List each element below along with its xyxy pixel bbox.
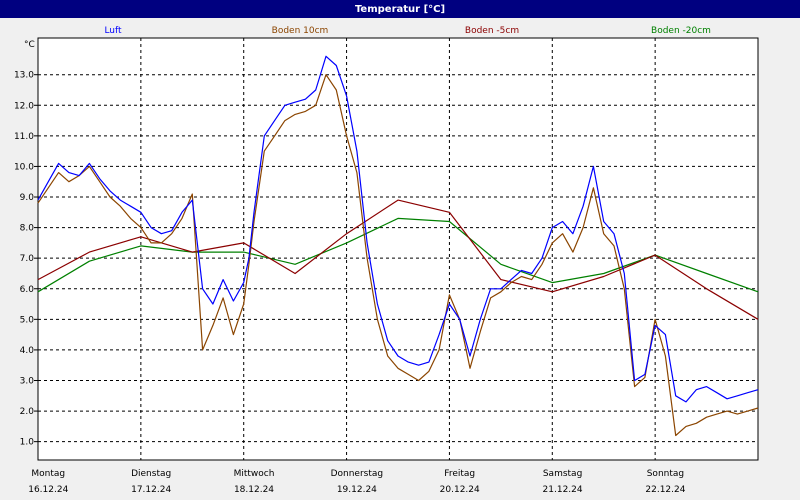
- y-tick-label: 3.0: [20, 376, 35, 386]
- series-line-boden-5cm: [37, 199, 759, 320]
- y-tick-label: 7.0: [20, 254, 35, 264]
- x-tick-date: 20.12.24: [440, 485, 480, 495]
- y-tick-label: 12.0: [14, 101, 34, 111]
- plot-area: [38, 38, 758, 460]
- y-tick-label: 11.0: [14, 132, 34, 142]
- y-tick-label: 1.0: [20, 438, 35, 448]
- y-tick-label: 8.0: [20, 224, 35, 234]
- x-tick-day: Montag: [31, 469, 65, 479]
- chart-title-bar: Temperatur [°C]: [0, 0, 800, 18]
- y-tick-label: 5.0: [20, 315, 35, 325]
- y-tick-label: 9.0: [20, 193, 35, 203]
- x-tick-date: 22.12.24: [645, 485, 685, 495]
- chart-title: Temperatur [°C]: [354, 3, 446, 15]
- x-tick-day: Samstag: [543, 469, 582, 479]
- legend-luft: Luft: [104, 26, 122, 36]
- x-tick-day: Sonntag: [647, 469, 684, 479]
- x-tick-date: 17.12.24: [131, 485, 171, 495]
- y-tick-label: 6.0: [20, 285, 35, 295]
- series-line-boden-10cm: [37, 74, 759, 437]
- x-tick-date: 21.12.24: [543, 485, 583, 495]
- x-tick-date: 18.12.24: [234, 485, 274, 495]
- x-tick-date: 16.12.24: [28, 485, 68, 495]
- x-tick-day: Dienstag: [131, 469, 171, 479]
- plot-border: [37, 37, 759, 461]
- legend-boden-20cm: Boden -20cm: [651, 26, 711, 36]
- y-tick-label: 10.0: [14, 162, 34, 172]
- y-axis-unit: °C: [24, 40, 35, 50]
- series-line-luft: [37, 55, 759, 403]
- series-line-boden-20cm: [37, 217, 759, 293]
- x-tick-date: 19.12.24: [337, 485, 377, 495]
- x-tick-day: Freitag: [444, 469, 475, 479]
- y-tick-label: 13.0: [14, 71, 34, 81]
- x-tick-day: Donnerstag: [331, 469, 384, 479]
- legend-boden-10cm: Boden 10cm: [271, 26, 329, 36]
- y-tick-label: 4.0: [20, 346, 35, 356]
- x-tick-day: Mittwoch: [234, 469, 275, 479]
- y-tick-label: 2.0: [20, 407, 35, 417]
- legend-boden-5cm: Boden -5cm: [464, 26, 520, 36]
